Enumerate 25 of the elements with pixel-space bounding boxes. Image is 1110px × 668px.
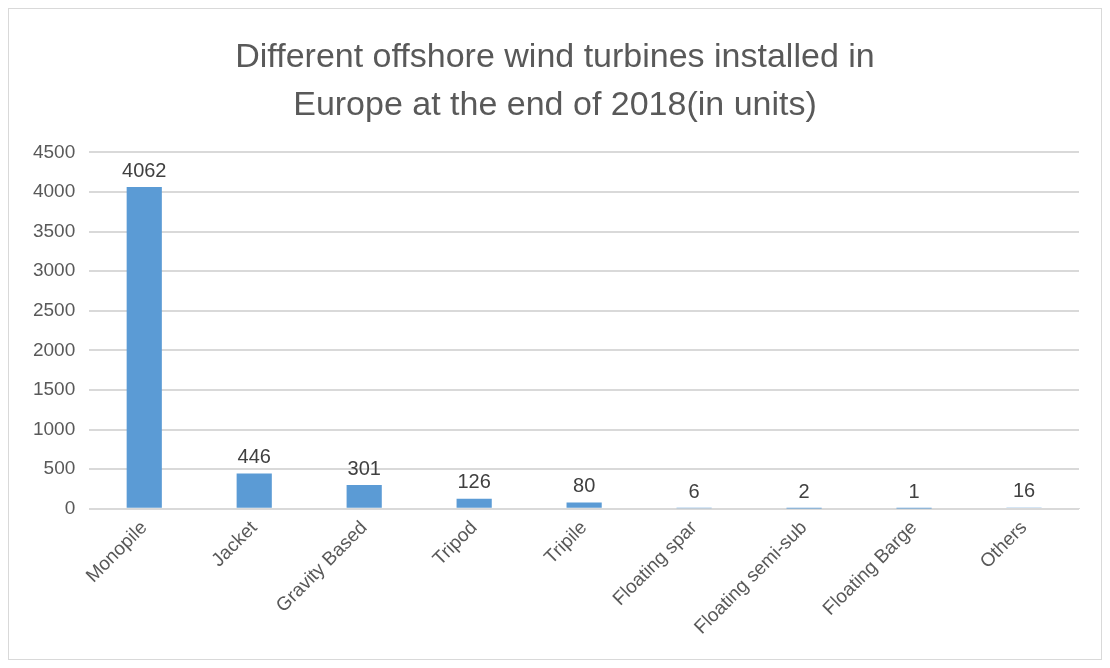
y-tick-label: 1500	[32, 378, 76, 400]
bar	[566, 502, 602, 508]
y-tick-label: 500	[43, 457, 76, 479]
bar	[126, 187, 162, 508]
y-tick-label: 2500	[32, 299, 76, 321]
data-label: 16	[1012, 479, 1036, 502]
data-label: 126	[457, 470, 491, 493]
data-label: 80	[573, 474, 596, 497]
y-tick-label: 3000	[32, 259, 76, 281]
y-tick-label: 2000	[32, 338, 76, 360]
data-label: 4062	[122, 158, 167, 181]
data-label: 2	[798, 480, 810, 503]
bar	[236, 473, 272, 508]
data-label: 446	[237, 445, 271, 468]
data-label: 301	[347, 456, 381, 479]
bar	[456, 498, 492, 508]
data-label: 6	[688, 479, 700, 502]
y-tick-label: 3500	[32, 219, 76, 241]
y-tick-label: 4500	[32, 140, 76, 162]
y-tick-label: 1000	[32, 417, 76, 439]
data-label: 1	[908, 480, 920, 503]
bar	[346, 485, 382, 508]
y-tick-label: 4000	[32, 180, 76, 202]
y-tick-label: 0	[64, 497, 76, 519]
chart-title: Different offshore wind turbines installed in Europe at the end of 2018(in units)	[234, 35, 876, 124]
